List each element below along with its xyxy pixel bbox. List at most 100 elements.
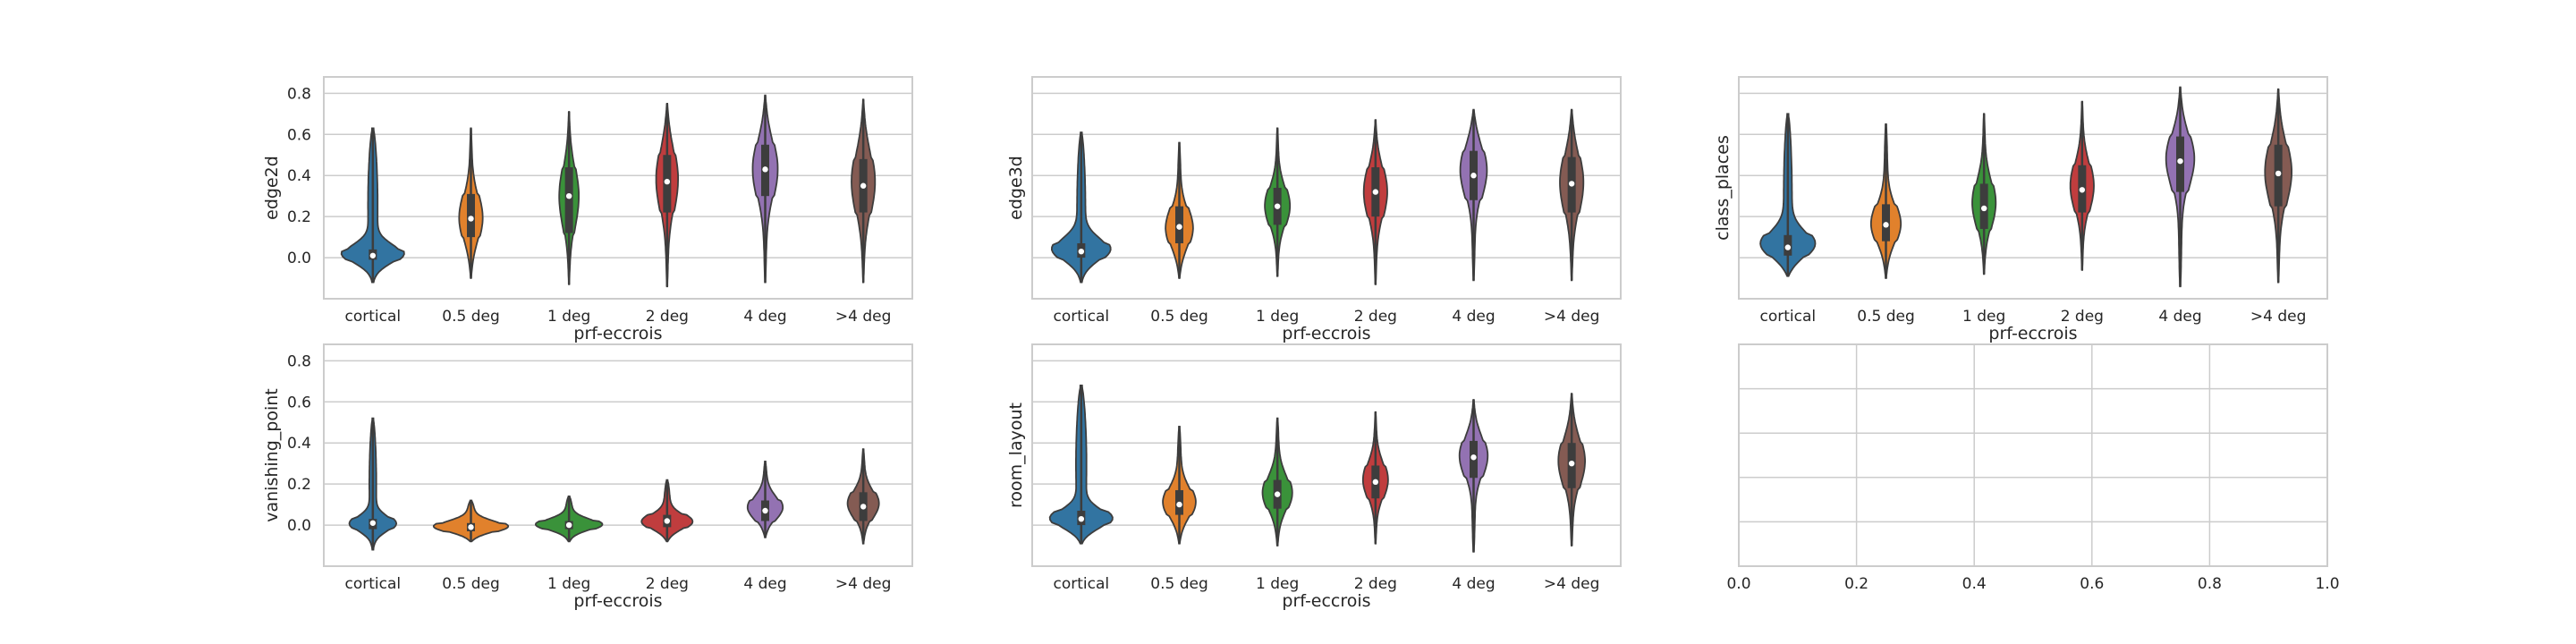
x-tick-label: 1.0 <box>2315 575 2339 593</box>
x-tick-label: 0.4 <box>1962 575 1987 593</box>
violin-median-dot <box>1176 501 1182 508</box>
x-tick-label: 4 deg <box>743 308 786 326</box>
x-tick-label: >4 deg <box>2250 308 2307 326</box>
axes-6: 0.0 0.2 0.4 0.6 0.8 1.0 <box>1726 343 2340 593</box>
y-tick-label: 0.6 <box>287 126 311 144</box>
violin-median-dot <box>1372 189 1379 195</box>
violin-median-dot <box>468 524 474 530</box>
violin-median-dot <box>1784 244 1792 250</box>
violin-median-dot <box>1176 224 1182 230</box>
violin-1-deg <box>558 111 580 285</box>
violin-4-deg <box>2165 86 2196 288</box>
x-axis-label: prf-eccrois <box>573 591 662 611</box>
violin-4-deg <box>751 94 779 284</box>
violin-2-deg <box>1361 411 1389 545</box>
violin-median-dot <box>664 518 671 524</box>
x-tick-label: cortical <box>1760 308 1817 326</box>
x-tick-label: 1 deg <box>1962 308 2005 326</box>
axes-background <box>1739 344 2327 566</box>
violin-median-dot <box>2177 157 2183 165</box>
x-tick-label: 0.6 <box>2080 575 2104 593</box>
x-tick-label: 1 deg <box>547 308 590 326</box>
violin-median-dot <box>369 520 377 526</box>
violin-0-5-deg <box>1162 426 1197 545</box>
axes-frame <box>1031 76 1622 300</box>
y-tick-label: 0.4 <box>287 435 311 453</box>
x-tick-label: cortical <box>1054 575 1110 593</box>
y-axis-label: edge2d <box>262 156 282 220</box>
violin-median-dot <box>762 166 768 173</box>
y-tick-label: 0.2 <box>287 208 311 226</box>
y-axis-label: vanishing_point <box>262 388 282 522</box>
x-tick-label: 0.5 deg <box>1857 308 1914 326</box>
x-tick-label: 0.8 <box>2198 575 2222 593</box>
y-axis-label: room_layout <box>1006 402 1026 508</box>
violin-0-5-deg <box>1869 123 1902 279</box>
violin--4-deg <box>1559 108 1585 282</box>
x-tick-label: cortical <box>345 308 402 326</box>
x-axis-label: prf-eccrois <box>1988 324 2077 343</box>
x-tick-label: 0.2 <box>1844 575 1868 593</box>
violin-cortical <box>340 127 405 284</box>
y-tick-label: 0.0 <box>287 517 311 535</box>
x-tick-label: 2 deg <box>646 575 689 593</box>
axes-frame <box>1738 76 2328 300</box>
y-axis-label: edge3d <box>1006 156 1026 220</box>
axes-frame <box>1031 343 1622 567</box>
y-tick-label: 0.8 <box>287 352 311 370</box>
violin-1-deg <box>1971 113 1997 275</box>
violin-cortical <box>348 417 398 551</box>
violin-iqr-box <box>467 193 475 238</box>
y-tick-label: 0.4 <box>287 167 311 185</box>
violin-2-deg <box>655 103 679 288</box>
violin-2-deg <box>640 479 694 543</box>
violin-cortical <box>1050 131 1112 284</box>
violin-median-dot <box>1274 203 1281 209</box>
x-tick-label: 0.5 deg <box>1150 575 1208 593</box>
violin-2-deg <box>2069 100 2095 271</box>
violin-median-dot <box>2275 170 2282 177</box>
violin-median-dot <box>1274 491 1281 497</box>
violin-median-dot <box>565 521 572 529</box>
violin-0-5-deg <box>1165 141 1194 279</box>
y-tick-label: 0.8 <box>287 85 311 103</box>
violin-median-dot <box>1980 205 1987 212</box>
violin-1-deg <box>534 496 604 543</box>
axes-1: 0.0 0.2 0.4 0.6 0.8 cortical 0.5 deg 1 deg 2 deg… <box>262 76 913 343</box>
axes-frame <box>323 343 913 567</box>
x-tick-label: 2 deg <box>2061 308 2104 326</box>
axes-background <box>1032 77 1621 299</box>
violin-median-dot <box>664 178 671 185</box>
violin-cortical <box>1759 113 1817 277</box>
x-tick-label: 2 deg <box>1354 575 1397 593</box>
violin-median-dot <box>1568 181 1575 187</box>
axes-4: 0.0 0.2 0.4 0.6 0.8 cortical 0.5 deg 1 deg 2 deg… <box>262 343 913 611</box>
x-tick-label: 2 deg <box>1354 308 1397 326</box>
violin-median-dot <box>1470 173 1477 179</box>
violin-iqr-box <box>564 167 573 233</box>
violin-median-dot <box>468 216 474 222</box>
violin-1-deg <box>1264 127 1292 277</box>
axes-background <box>324 344 912 566</box>
violin-4-deg <box>1458 399 1489 553</box>
x-tick-label: 0.5 deg <box>1150 308 1208 326</box>
x-tick-label: 0.0 <box>1726 575 1750 593</box>
x-tick-label: >4 deg <box>1544 308 1600 326</box>
violin-median-dot <box>860 182 867 189</box>
x-tick-label: 4 deg <box>1452 308 1495 326</box>
y-tick-label: 0.0 <box>287 250 311 267</box>
y-axis-label: class_places <box>1713 135 1733 241</box>
violin-0-5-deg <box>458 127 484 279</box>
axes-frame <box>1738 343 2328 567</box>
violin-median-dot <box>1372 479 1379 486</box>
axes-background <box>324 77 912 299</box>
violin-median-dot <box>1078 248 1085 255</box>
axes-background <box>1032 344 1621 566</box>
x-tick-label: cortical <box>1054 308 1110 326</box>
violin-median-dot <box>2079 187 2086 193</box>
violin-cortical <box>1048 385 1114 545</box>
x-axis-label: prf-eccrois <box>1282 591 1370 611</box>
axes-frame <box>323 76 913 300</box>
x-tick-label: 1 deg <box>547 575 590 593</box>
